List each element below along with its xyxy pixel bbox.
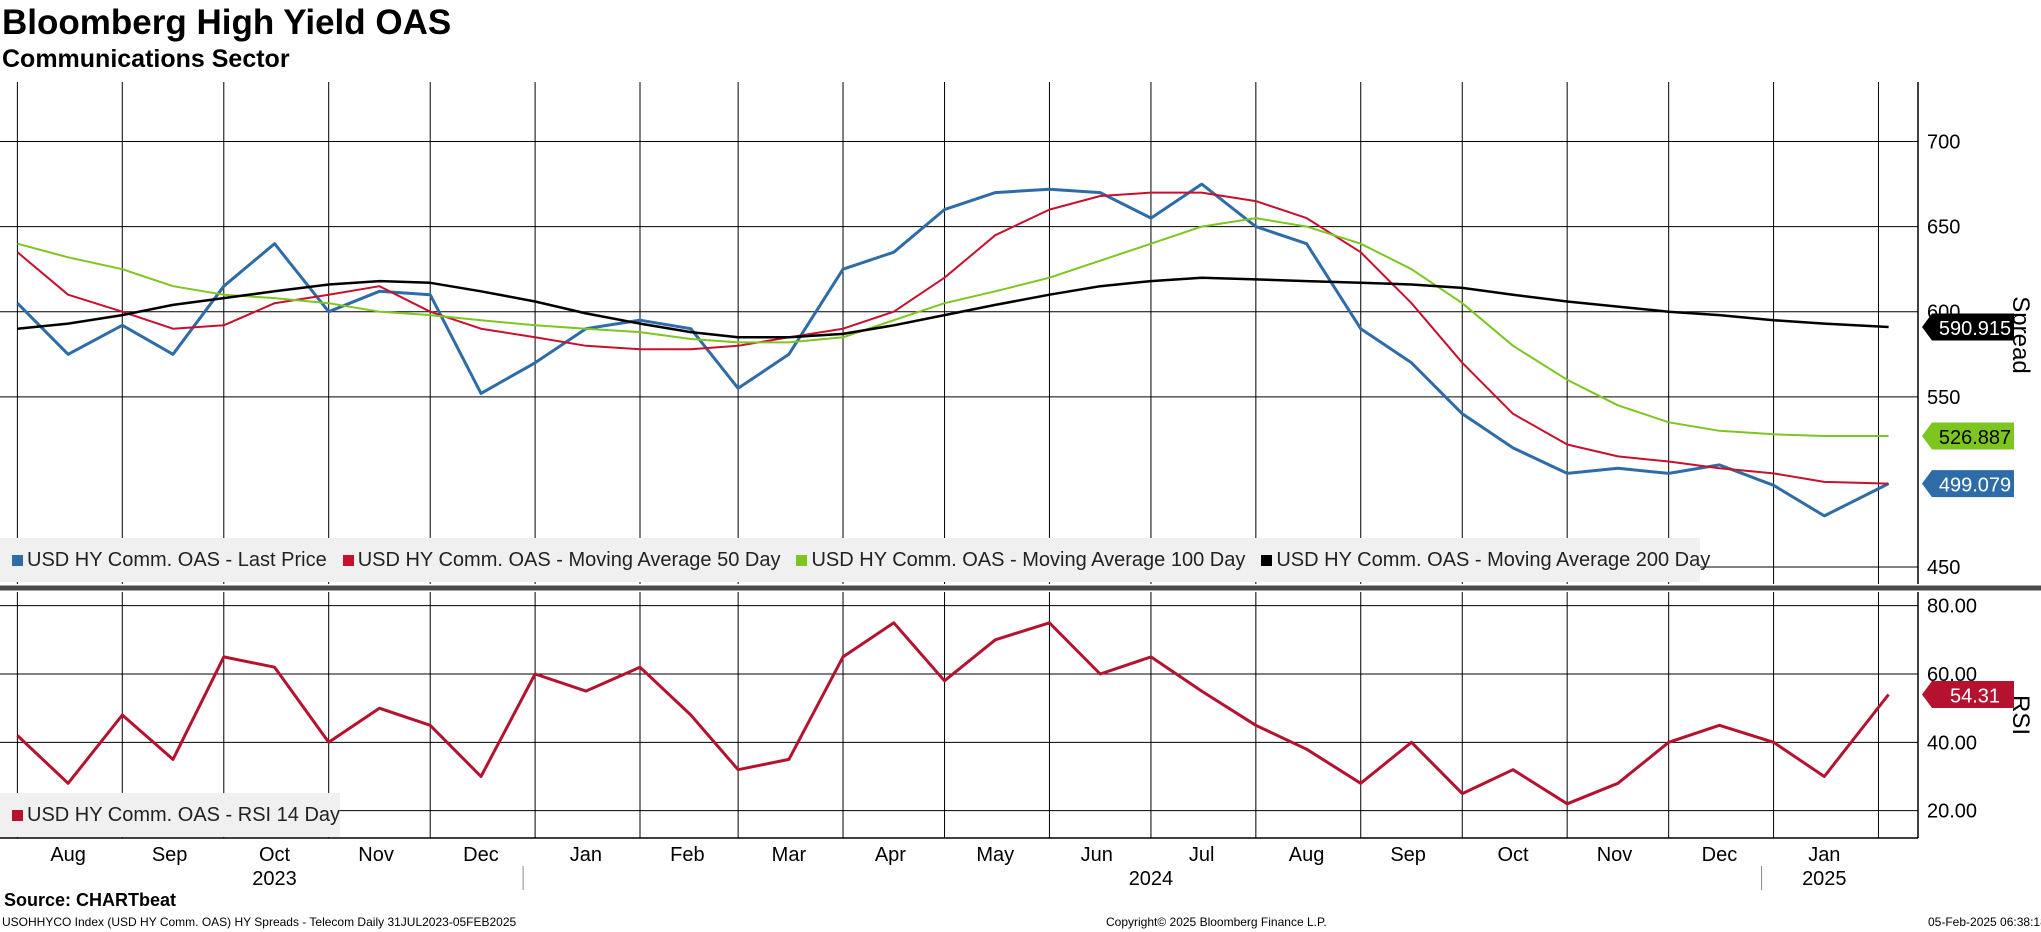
x-tick-month: Aug bbox=[50, 844, 86, 866]
chart-subtitle: Communications Sector bbox=[2, 45, 290, 73]
chart-title: Bloomberg High Yield OAS bbox=[2, 3, 452, 42]
legend-swatch bbox=[796, 554, 808, 566]
legend-label: USD HY Comm. OAS - Last Price bbox=[27, 548, 327, 571]
footer-description: USOHHYCO Index (USD HY Comm. OAS) HY Spr… bbox=[2, 915, 517, 929]
x-tick-month: Feb bbox=[670, 844, 704, 866]
legend-upper-item: USD HY Comm. OAS - Last Price bbox=[12, 549, 327, 572]
legend-upper-item: USD HY Comm. OAS - Moving Average 200 Da… bbox=[1261, 549, 1710, 572]
series-ma100 bbox=[17, 217, 1889, 437]
x-tick-month: Apr bbox=[875, 844, 906, 866]
series-rsi bbox=[16, 621, 1890, 806]
y-tick-upper: 450 bbox=[1927, 557, 1960, 579]
x-tick-year: 2025 bbox=[1802, 868, 1847, 890]
x-tick-month: Nov bbox=[1597, 844, 1633, 866]
x-tick-year: 2023 bbox=[252, 868, 297, 890]
tag-ma100: 526.887 bbox=[1939, 427, 2011, 449]
series-last-price bbox=[16, 182, 1890, 518]
y-axis-labels: 45055060065070020.0040.0060.0080.00Sprea… bbox=[1927, 132, 2034, 823]
tag-ma200-bg bbox=[1922, 313, 2014, 341]
series-ma200 bbox=[17, 276, 1889, 339]
y-tick-lower: 40.00 bbox=[1927, 732, 1977, 754]
tag-last-price: 499.079 bbox=[1939, 475, 2011, 497]
y-tick-upper: 650 bbox=[1927, 217, 1960, 239]
x-tick-month: Oct bbox=[1497, 844, 1529, 866]
legend-label: USD HY Comm. OAS - RSI 14 Day bbox=[27, 803, 341, 826]
x-tick-month: Jan bbox=[1808, 844, 1840, 866]
tag-ma200: 590.915 bbox=[1939, 318, 2011, 340]
x-tick-month: May bbox=[976, 844, 1014, 866]
y-tick-lower: 60.00 bbox=[1927, 664, 1977, 686]
footer-timestamp: 05-Feb-2025 06:38:18 bbox=[1928, 915, 2041, 929]
x-tick-month: Sep bbox=[1390, 844, 1426, 866]
y-tick-lower: 80.00 bbox=[1927, 596, 1977, 618]
last-value-tags: 590.915 526.887 499.079 54.31 bbox=[1922, 313, 2014, 708]
y-tick-upper: 700 bbox=[1927, 132, 1960, 154]
x-tick-month: Dec bbox=[1702, 844, 1738, 866]
series-ma50 bbox=[16, 191, 1889, 485]
y-tick-lower: 20.00 bbox=[1927, 801, 1977, 823]
legend-swatch bbox=[12, 809, 23, 821]
x-axis-labels: Aug Sep Oct Nov Dec Jan Feb Mar Apr May Jun Jul Aug S… bbox=[50, 844, 1847, 890]
x-tick-month: Jun bbox=[1081, 844, 1113, 866]
x-tick-month: Aug bbox=[1289, 844, 1325, 866]
legend-label: USD HY Comm. OAS - Moving Average 100 Da… bbox=[811, 548, 1246, 571]
tag-rsi: 54.31 bbox=[1950, 686, 2000, 708]
legend-label: USD HY Comm. OAS - Moving Average 50 Day bbox=[357, 548, 781, 571]
legend-label: USD HY Comm. OAS - Moving Average 200 Da… bbox=[1276, 548, 1711, 571]
legend-lower: USD HY Comm. OAS - RSI 14 Day bbox=[0, 793, 340, 837]
x-tick-month: Jul bbox=[1189, 844, 1215, 866]
tag-rsi-bg bbox=[1922, 681, 2014, 708]
legend-upper: USD HY Comm. OAS - Last Price USD HY Comm… bbox=[0, 538, 1710, 582]
legend-swatch bbox=[12, 554, 23, 566]
y-tick-upper: 550 bbox=[1927, 387, 1960, 409]
footer-source: Source: CHARTbeat bbox=[4, 890, 177, 910]
legend-swatch bbox=[342, 554, 354, 566]
legend-lower-item: USD HY Comm. OAS - RSI 14 Day bbox=[12, 804, 340, 827]
x-tick-year: 2024 bbox=[1129, 868, 1174, 890]
x-tick-month: Jan bbox=[570, 844, 602, 866]
legend-upper-item: USD HY Comm. OAS - Moving Average 50 Day bbox=[342, 548, 781, 572]
upper-plot-series bbox=[16, 182, 1890, 518]
x-tick-month: Oct bbox=[259, 844, 291, 866]
grid-lines bbox=[0, 82, 1918, 838]
x-tick-month: Sep bbox=[152, 844, 188, 866]
panel-frame bbox=[0, 82, 2041, 839]
legend-swatch bbox=[1261, 554, 1273, 566]
x-tick-month: Mar bbox=[772, 844, 807, 866]
tag-last-price-bg bbox=[1922, 470, 2014, 498]
x-tick-month: Dec bbox=[463, 844, 499, 866]
tag-ma100-bg bbox=[1922, 422, 2014, 450]
legend-upper-item: USD HY Comm. OAS - Moving Average 100 Da… bbox=[796, 549, 1245, 572]
lower-plot-series bbox=[16, 621, 1890, 806]
x-tick-month: Nov bbox=[358, 844, 394, 866]
footer-copyright: Copyright© 2025 Bloomberg Finance L.P. bbox=[1106, 915, 1327, 929]
